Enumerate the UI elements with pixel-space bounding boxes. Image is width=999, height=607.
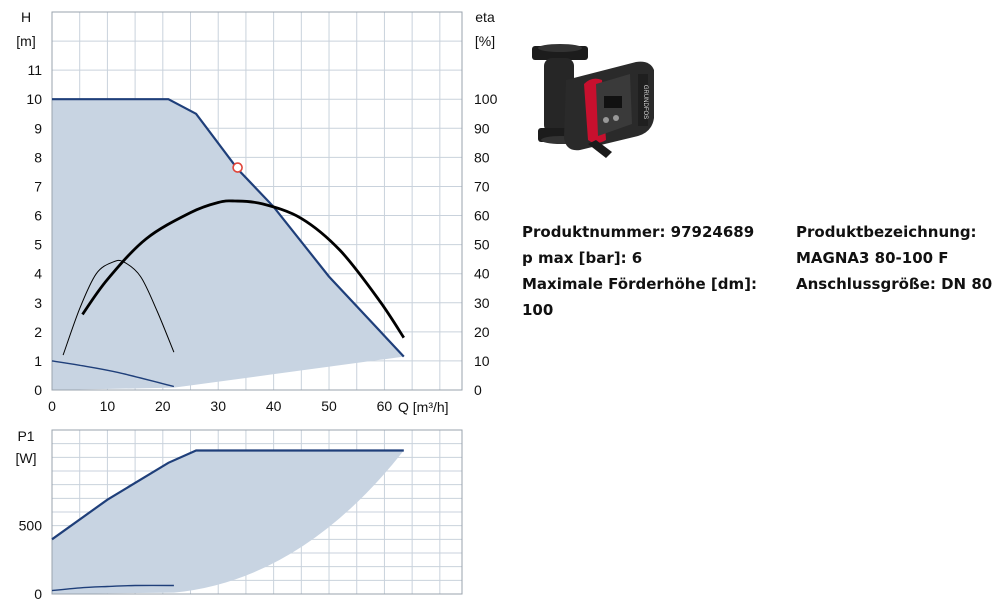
h-chart-frame — [51, 11, 463, 391]
x-tick-label: 40 — [266, 398, 282, 414]
y-right-tick-label: 80 — [474, 149, 490, 165]
eta-min-curve — [62, 259, 175, 356]
p1-tick-label: 0 — [34, 586, 42, 602]
connection-size: Anschlussgröße: DN 80 — [796, 275, 993, 293]
y-left-tick-label: 11 — [27, 62, 42, 78]
pump-brand-label: GRUNDFOS — [642, 85, 648, 119]
operating-point-marker — [232, 162, 243, 173]
p1-operating-area — [52, 450, 404, 594]
product-name-label: Produktbezeichnung: — [796, 223, 977, 241]
product-info: Produktnummer: 97924689 p max [bar]: 6 M… — [522, 219, 999, 329]
y-right-tick-label: 90 — [474, 120, 490, 136]
p1-chart-frame — [51, 429, 463, 595]
y-right-tick-label: 0 — [474, 382, 482, 398]
y-right-title-unit: [%] — [475, 33, 495, 49]
product-number: Produktnummer: 97924689 — [522, 223, 755, 241]
y-right-tick-label: 40 — [474, 266, 490, 282]
h-operating-area — [52, 99, 404, 390]
max-head-value: 100 — [522, 301, 554, 319]
x-tick-label: 30 — [210, 398, 226, 414]
y-right-tick-label: 70 — [474, 178, 490, 194]
y-right-tick-label: 30 — [474, 295, 490, 311]
p1-title-symbol: P1 — [17, 428, 34, 444]
y-left-tick-label: 1 — [34, 353, 42, 369]
p1-title-unit: [W] — [16, 450, 37, 466]
max-head-label: Maximale Förderhöhe [dm]: — [522, 275, 757, 293]
h-chart-tick-labels: 0 1 2 3 4 5 6 7 8 9 10 11 0 10 20 30 40 50 60 70 80 90 100 0 10 2… — [26, 62, 497, 414]
x-tick-label: 20 — [155, 398, 171, 414]
y-left-tick-label: 4 — [34, 266, 42, 282]
product-info-col-2: Produktbezeichnung: MAGNA3 80-100 F Ansc… — [796, 219, 992, 297]
y-left-tick-label: 8 — [34, 149, 42, 165]
p1-max-curve — [51, 449, 404, 541]
y-left-tick-label: 6 — [34, 208, 42, 224]
y-left-tick-label: 7 — [34, 178, 42, 194]
y-left-title-unit: [m] — [16, 33, 35, 49]
x-tick-label: 10 — [100, 398, 116, 414]
product-info-col-1: Produktnummer: 97924689 p max [bar]: 6 M… — [522, 219, 757, 323]
x-tick-label: 50 — [321, 398, 337, 414]
x-tick-label: 0 — [48, 398, 56, 414]
h-q-chart: 0 1 2 3 4 5 6 7 8 9 10 11 0 10 20 30 40 50 60 70 80 90 100 0 10 2… — [16, 9, 497, 415]
pump-illustration — [532, 44, 654, 158]
pump-product-image: GRUNDFOS — [532, 44, 654, 158]
p1-q-chart: 0 500 P1 [W] — [16, 428, 463, 602]
p1-chart-tick-labels: 0 500 — [19, 518, 43, 602]
y-left-tick-label: 3 — [34, 295, 42, 311]
y-right-tick-label: 100 — [474, 91, 498, 107]
y-right-tick-label: 60 — [474, 208, 490, 224]
h-min-curve — [51, 360, 175, 388]
y-left-tick-label: 2 — [34, 324, 42, 340]
y-left-tick-label: 9 — [34, 120, 42, 136]
y-left-title-symbol: H — [21, 9, 31, 25]
y-left-tick-label: 5 — [34, 237, 42, 253]
x-axis-title: Q [m³/h] — [398, 399, 449, 415]
y-left-tick-label: 0 — [34, 382, 42, 398]
product-name-value: MAGNA3 80-100 F — [796, 249, 949, 267]
y-right-tick-label: 20 — [474, 324, 490, 340]
p-max: p max [bar]: 6 — [522, 249, 643, 267]
y-right-tick-label: 10 — [474, 353, 490, 369]
y-right-tick-label: 50 — [474, 237, 490, 253]
p1-min-curve — [51, 584, 174, 592]
p1-tick-label: 500 — [19, 518, 43, 534]
x-tick-label: 60 — [377, 398, 393, 414]
y-left-tick-label: 10 — [26, 91, 42, 107]
y-right-title-symbol: eta — [475, 9, 495, 25]
eta-max-curve — [81, 199, 405, 339]
